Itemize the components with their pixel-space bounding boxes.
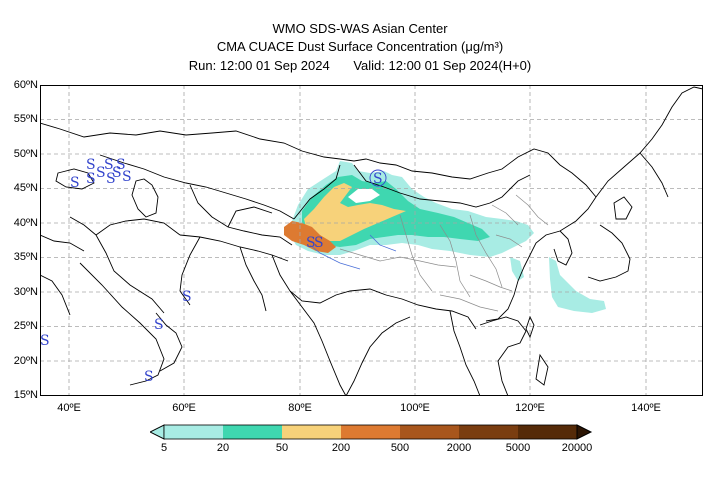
lon-label-100e: 100ºE	[400, 402, 430, 414]
colorbar-swatch-5-20	[164, 425, 223, 439]
dust-symbol: S	[106, 171, 116, 187]
colorbar	[150, 424, 593, 440]
lat-label-40n: 40ºN	[13, 217, 38, 229]
colorbar-arrow-low	[150, 424, 165, 440]
lat-label-35n: 35ºN	[13, 251, 38, 263]
dust-symbol: S	[116, 157, 126, 173]
dust-symbol: S	[373, 171, 383, 187]
dust-symbol: S	[86, 171, 96, 187]
dust-gap-dzungaria	[348, 189, 380, 203]
valid-time: Valid: 12:00 01 Sep 2024(H+0)	[353, 58, 532, 73]
colorbar-swatch-2000-5000	[459, 425, 518, 439]
colorbar-tick: 50	[275, 442, 289, 454]
gridlines	[40, 85, 703, 396]
province-borders	[339, 194, 549, 312]
lat-label-25n: 25ºN	[13, 320, 38, 332]
colorbar-tick: 200	[331, 442, 351, 454]
lat-label-15n: 15ºN	[13, 389, 38, 401]
dust-symbol: S	[144, 369, 154, 385]
lat-label-30n: 30ºN	[13, 286, 38, 298]
dust-symbol: S	[104, 157, 114, 173]
lat-label-50n: 50ºN	[13, 148, 38, 160]
dust-symbol: S	[314, 235, 324, 251]
colorbar-swatch-5000-20000	[518, 425, 577, 439]
lat-label-20n: 20ºN	[13, 355, 38, 367]
dust-band-200-500-east	[304, 233, 326, 251]
dust-symbol: S	[112, 165, 122, 181]
colorbar-tick: 20	[216, 442, 230, 454]
colorbar-swatch-500-2000	[400, 425, 459, 439]
map-subtitle: CMA CUACE Dust Surface Concentration (μg…	[216, 39, 504, 54]
colorbar-tick: 500	[390, 442, 410, 454]
dust-symbol: S	[306, 235, 316, 251]
map-frame	[40, 85, 703, 396]
dust-symbol: S	[154, 317, 164, 333]
rivers	[309, 234, 397, 270]
country-borders	[40, 86, 703, 396]
colorbar-tick: 5	[160, 442, 168, 454]
colorbar-arrow-high	[576, 424, 593, 440]
dust-band-50-200	[304, 183, 406, 241]
dust-symbol: S	[182, 289, 192, 305]
map-title: WMO SDS-WAS Asian Center	[272, 21, 448, 36]
run-valid-line: Run: 12:00 01 Sep 2024 Valid: 12:00 01 S…	[0, 58, 720, 74]
lat-label-55n: 55ºN	[13, 113, 38, 125]
colorbar-swatch-200-500	[341, 425, 400, 439]
colorbar-tick: 5000	[505, 442, 531, 454]
lon-label-60e: 60ºE	[172, 402, 196, 414]
colorbar-tick: 2000	[446, 442, 472, 454]
lon-label-40e: 40ºE	[57, 402, 81, 414]
dust-symbol: S	[122, 169, 132, 185]
colorbar-swatch-50-200	[282, 425, 341, 439]
dust-symbol: S	[70, 175, 80, 191]
dust-symbol: S	[86, 157, 96, 173]
colorbar-swatch-20-50	[223, 425, 282, 439]
dust-map: S S S S S S S S S S S S S S S S	[40, 85, 703, 396]
lon-label-80e: 80ºE	[288, 402, 312, 414]
dust-symbol: S	[96, 165, 106, 181]
dust-symbol-circle	[369, 169, 387, 187]
colorbar-tick: 20000	[561, 442, 593, 454]
lon-label-140e: 140ºE	[631, 402, 661, 414]
dust-band-5-20-pacific	[549, 257, 606, 313]
lat-label-60n: 60ºN	[13, 79, 38, 91]
dust-symbol: S	[40, 333, 50, 349]
run-time: Run: 12:00 01 Sep 2024	[188, 58, 330, 73]
dust-concentration-layer	[284, 161, 606, 313]
dust-symbols: S S S S S S S S S S S S S S S S	[40, 157, 383, 385]
lat-label-45n: 45ºN	[13, 182, 38, 194]
lon-label-120e: 120ºE	[515, 402, 545, 414]
